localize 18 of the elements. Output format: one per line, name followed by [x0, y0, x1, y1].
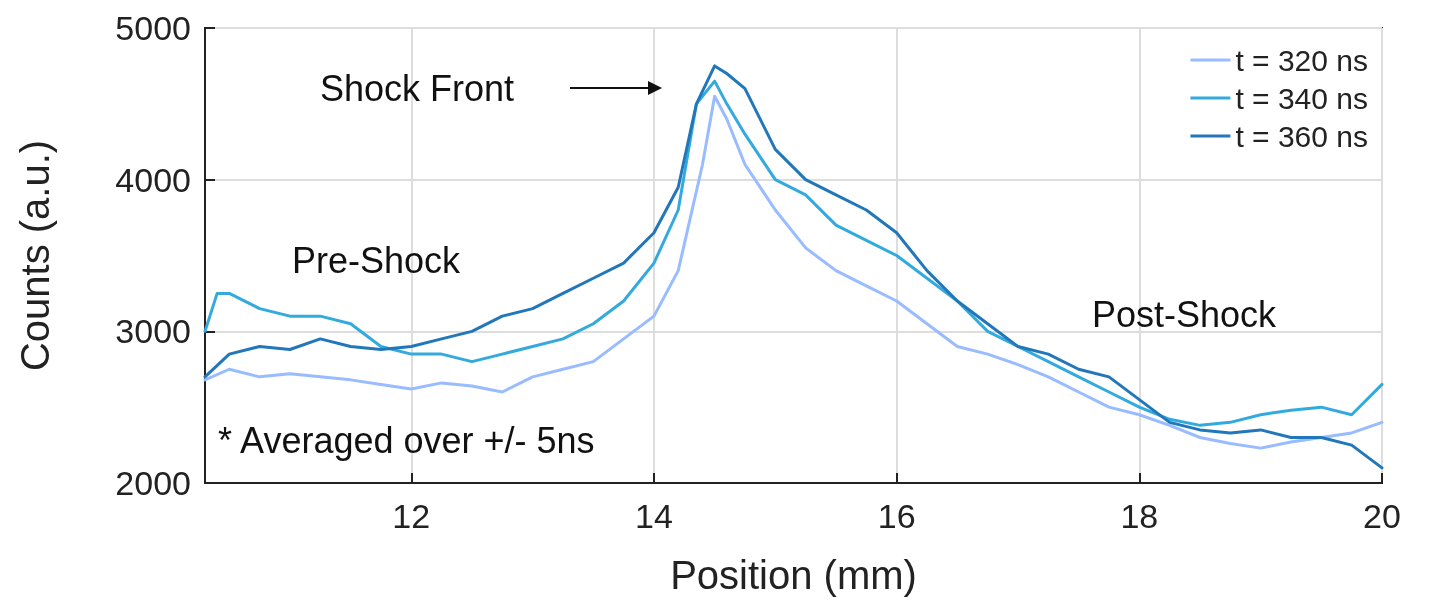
y-axis-title: Counts (a.u.) — [13, 139, 57, 372]
x-tick-label: 16 — [877, 497, 916, 535]
y-tick-label: 4000 — [115, 160, 191, 199]
x-axis-title: Position (mm) — [670, 553, 917, 597]
y-tick-label: 3000 — [115, 312, 191, 351]
y-tick-label: 5000 — [115, 9, 191, 47]
x-tick-label: 18 — [1120, 497, 1159, 535]
annotation: Post-Shock — [1092, 293, 1278, 335]
legend-label: t = 360 ns — [1235, 119, 1369, 153]
y-tick-label: 2000 — [115, 464, 191, 502]
legend-label: t = 320 ns — [1235, 43, 1369, 77]
annotation: Shock Front — [320, 67, 515, 109]
annotation: * Averaged over +/- 5ns — [218, 419, 595, 461]
x-tick-label: 12 — [392, 497, 431, 535]
x-tick-label: 14 — [635, 497, 673, 535]
legend-label: t = 340 ns — [1235, 81, 1369, 115]
annotation: Pre-Shock — [292, 239, 462, 281]
x-tick-label: 20 — [1363, 497, 1401, 535]
